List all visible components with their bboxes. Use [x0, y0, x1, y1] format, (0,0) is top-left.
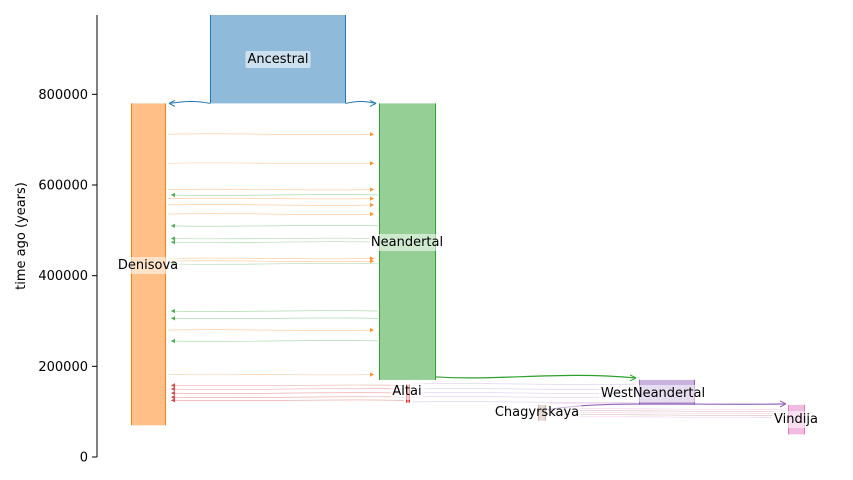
migration-pulse-arrowhead: [171, 239, 175, 245]
deme-label-background: [492, 404, 582, 421]
migration-pulse-line: [167, 133, 375, 135]
ancestry-arrows: [168, 99, 787, 411]
y-tick-label: 0: [80, 451, 88, 466]
migration-pulse-arrowhead: [370, 202, 374, 208]
migration-pulse-arrowhead: [370, 211, 374, 217]
continuous-migration-line: [547, 414, 787, 416]
y-axis: 0 200000 400000 600000 800000: [38, 15, 98, 466]
migration-pulse-line: [170, 388, 405, 390]
migration-pulse-arrowhead: [370, 196, 374, 201]
deme-label-text: WestNeandertal: [601, 386, 705, 401]
migration-pulse-arrowhead: [171, 308, 175, 314]
continuous-migration-line: [547, 412, 787, 414]
ancestry-arrow: [435, 374, 637, 379]
migration-pulse-arrowhead: [171, 192, 175, 198]
ancestry-arrowhead: [629, 374, 637, 382]
migration-pulse-line: [167, 329, 375, 331]
migration-pulse-line: [170, 194, 379, 196]
continuous-migration-line: [547, 410, 787, 412]
deme-label-text: Altai: [392, 384, 421, 399]
migration-pulse-line: [170, 399, 405, 402]
ancestry-arrow: [168, 101, 211, 104]
y-tick-label: 600000: [38, 179, 88, 194]
continuous-migration-line: [411, 383, 637, 385]
deme-label-vindija: Vindija: [772, 411, 820, 428]
migration-pulse-arrowhead: [370, 187, 374, 192]
deme-label-text: Vindija: [774, 412, 818, 427]
y-tick-label: 200000: [38, 360, 88, 375]
migration-pulse-arrowhead: [171, 236, 175, 241]
ancestry-arrowhead: [369, 99, 377, 107]
migration-pulse-arrowhead: [171, 338, 175, 344]
y-axis-title: time ago (years): [14, 182, 29, 290]
deme-label-chagyrskaya: Chagyrskaya: [492, 404, 582, 421]
migration-pulse-line: [167, 373, 375, 376]
y-tick-label: 800000: [38, 88, 88, 103]
migration-pulse-arrowhead: [370, 258, 374, 264]
deme-label-neandertal: Neandertal: [368, 234, 446, 251]
ancestry-arrow: [345, 101, 377, 104]
continuous-migration-line: [547, 416, 787, 418]
migration-pulse-line: [167, 213, 375, 215]
migration-pulse-line: [167, 260, 375, 262]
migration-pulse-arrowhead: [370, 132, 374, 137]
migration-pulse-arrowhead: [171, 394, 175, 400]
deme-label-altai: Altai: [390, 383, 424, 400]
migration-pulse-arrowhead: [171, 386, 175, 392]
migration-pulse-line: [170, 225, 379, 227]
migration-pulse-arrowhead: [370, 372, 374, 377]
migration-pulse-line: [167, 188, 375, 191]
migration-pulse-line: [167, 204, 375, 206]
ancestry-arrowhead: [168, 99, 176, 107]
deme-label-background: [245, 51, 311, 68]
migration-pulse-arrowhead: [171, 316, 175, 321]
migration-pulse-arrowhead: [171, 223, 175, 228]
migration-pulse-arrowhead: [171, 390, 175, 396]
y-tick-label: 400000: [38, 269, 88, 284]
deme-label-background: [772, 411, 820, 428]
deme-label-background: [368, 234, 446, 251]
continuous-migration-line: [547, 408, 787, 410]
migration-pulse-line: [170, 340, 379, 342]
migration-pulse-line: [170, 310, 379, 312]
deme-label-text: Chagyrskaya: [495, 405, 579, 420]
migration-pulse-line: [167, 197, 375, 200]
migration-pulse-arrowhead: [171, 398, 175, 403]
migration-pulse-line: [170, 241, 379, 243]
deme-label-ancestral: Ancestral: [245, 51, 311, 68]
deme-label-background: [598, 385, 708, 402]
migration-pulse-line: [170, 317, 379, 320]
migration-pulse-line: [167, 257, 375, 260]
demes: [131, 15, 805, 435]
migration-pulse-line: [170, 237, 379, 240]
migration-pulse-arrowhead: [370, 327, 374, 333]
migration-pulse-line: [170, 263, 379, 265]
ancestry-arrowhead: [779, 400, 787, 408]
migration-pulse-line: [170, 396, 405, 398]
deme-label-background: [390, 383, 424, 400]
deme-label-background: [115, 257, 181, 274]
migration-pulse-line: [167, 162, 375, 164]
deme-label-denisova: Denisova: [115, 257, 181, 274]
migration-pulse-arrowhead: [370, 161, 374, 166]
deme-label-text: Ancestral: [247, 52, 308, 67]
migration-pulse-line: [170, 392, 405, 394]
continuous-migration-line: [411, 401, 637, 403]
migration-pulse-arrowhead: [171, 383, 175, 388]
deme-label-text: Denisova: [118, 258, 178, 273]
deme-label-westneandertal: WestNeandertal: [598, 385, 708, 402]
deme-label-text: Neandertal: [371, 235, 443, 250]
deme-labels: Ancestral Denisova Neandertal Altai WestNean…: [115, 51, 820, 428]
migration-pulse-line: [170, 384, 405, 387]
migration-pulses: [167, 132, 787, 418]
